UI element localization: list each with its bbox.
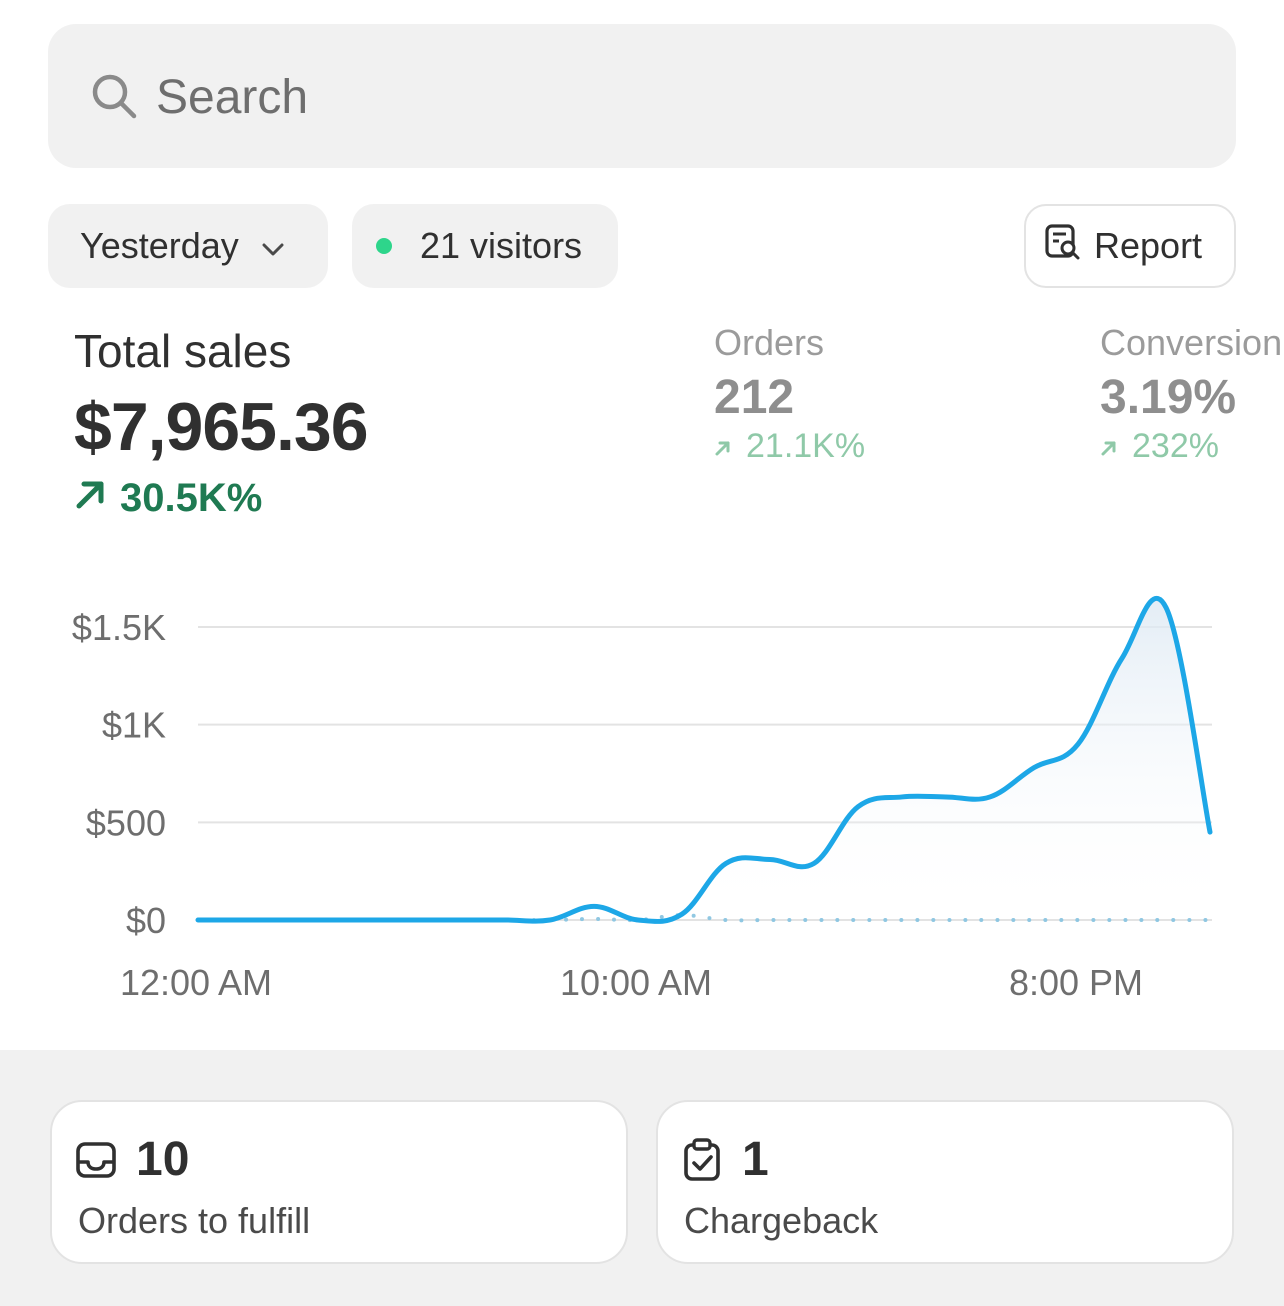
live-visitors-pill[interactable]: 21 visitors [352,204,618,288]
orders-to-fulfill-card[interactable]: 10 Orders to fulfill [50,1100,628,1264]
inbox-icon [74,1138,118,1187]
orders-to-fulfill-label: Orders to fulfill [78,1200,311,1241]
report-search-icon [1044,223,1094,270]
arrow-up-right-icon [714,427,746,466]
conversion-delta: 232% [1100,427,1284,466]
total-sales-delta: 30.5K% [74,476,262,521]
conversion-label: Conversion [1100,322,1283,363]
y-tick-label: $0 [126,900,166,941]
y-tick-label: $1K [102,705,166,746]
x-tick-label: 12:00 AM [120,962,272,1003]
conversion-value: 3.19% [1100,371,1237,424]
chargeback-card[interactable]: 1 Chargeback [656,1100,1234,1264]
sales-chart: $0 $500 $1K $1.5K 12:00 AM 10:00 AM 8:00 PM [72,596,1213,1003]
arrow-up-right-icon [1100,427,1132,466]
conversion-delta-value: 232% [1132,427,1219,465]
chevron-down-icon [261,225,285,267]
search-input[interactable] [156,70,1056,125]
chargeback-count: 1 [742,1133,769,1186]
live-status-dot [376,238,392,254]
date-range-label: Yesterday [80,225,239,266]
conversion-metric[interactable]: Conversion 3.19% 232% [1100,322,1284,466]
search-bar[interactable] [48,24,1236,168]
orders-delta-value: 21.1K% [746,427,866,465]
sales-series-area [198,598,1210,922]
y-tick-label: $500 [86,802,166,843]
orders-delta: 21.1K% [714,427,914,466]
x-tick-label: 8:00 PM [1009,962,1143,1003]
total-sales-label: Total sales [74,325,292,377]
report-button-label: Report [1094,225,1203,266]
arrow-up-right-icon [74,476,120,521]
chargeback-label: Chargeback [684,1200,879,1241]
total-sales-value: $7,965.36 [74,389,369,465]
orders-to-fulfill-count: 10 [136,1133,190,1186]
orders-metric[interactable]: Orders 212 21.1K% [714,322,914,466]
clipboard-check-icon [680,1138,724,1187]
orders-label: Orders [714,322,825,363]
sales-series-line [195,596,1213,924]
visitors-label: 21 visitors [420,225,583,266]
total-sales-delta-value: 30.5K% [120,476,263,520]
y-tick-label: $1.5K [72,607,166,648]
report-button[interactable]: Report [1024,204,1236,288]
search-icon [90,72,138,125]
orders-value: 212 [714,371,795,424]
x-tick-label: 10:00 AM [560,962,712,1003]
date-range-selector[interactable]: Yesterday [48,204,328,288]
